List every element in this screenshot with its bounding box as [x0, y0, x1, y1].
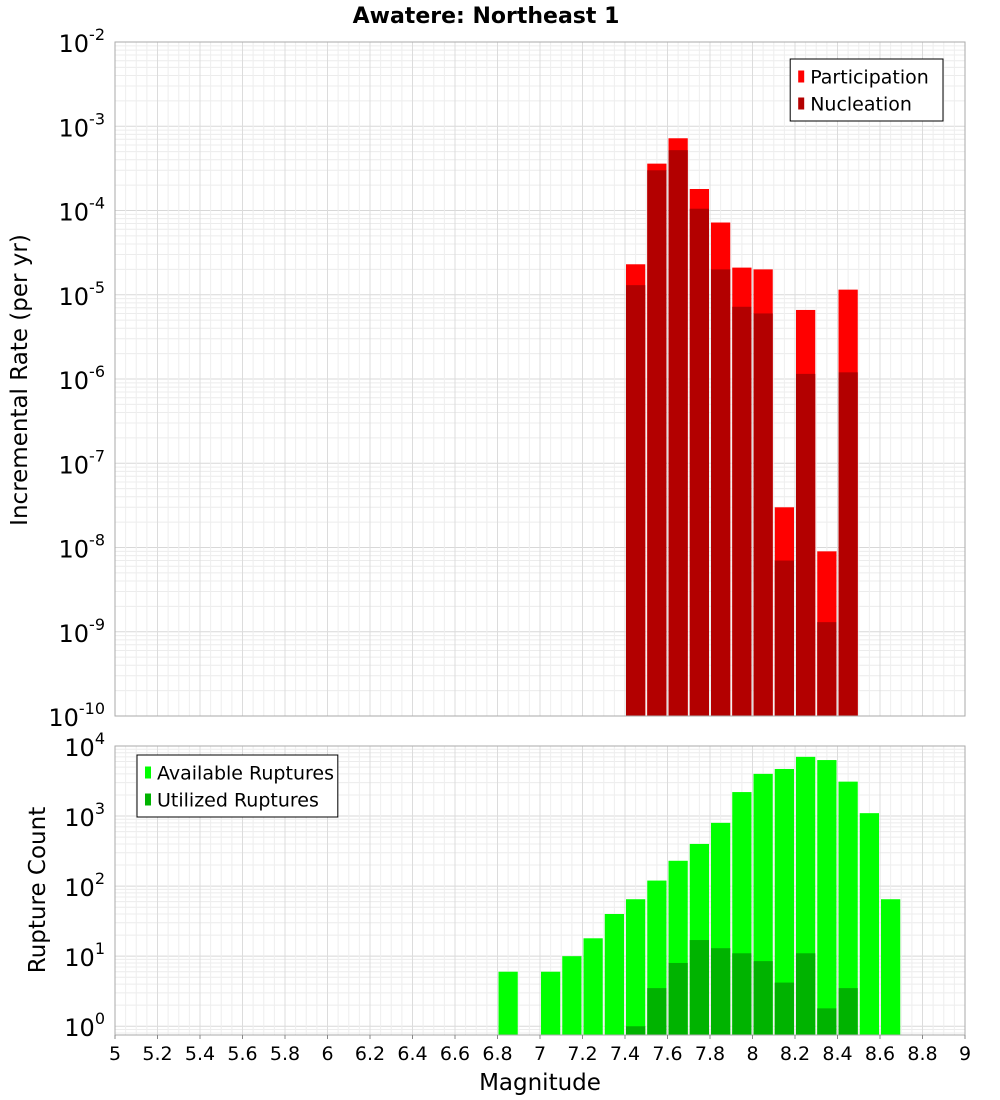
count-bar-utilized-ruptures: [774, 982, 794, 1035]
rate-plot-frame: [114, 41, 966, 717]
x-tick-label: 8.6: [865, 1043, 895, 1065]
rate-bar-nucleation: [796, 373, 816, 716]
x-tick-label: 5.8: [270, 1043, 300, 1065]
x-tick-label: 6: [321, 1043, 333, 1065]
rate-y-tick-label: 10-2: [59, 25, 106, 58]
count-bar-utilized-ruptures: [796, 953, 816, 1035]
x-tick-label: 8: [746, 1043, 758, 1065]
rate-bar-nucleation: [774, 560, 794, 716]
x-tick-label: 5: [109, 1043, 121, 1065]
count-bar-available-ruptures: [498, 971, 518, 1035]
count-bar-available-ruptures: [562, 956, 582, 1035]
rate-y-tick-label: 10-6: [59, 362, 106, 395]
rate-bar-nucleation: [838, 372, 858, 716]
count-bar-utilized-ruptures: [626, 1026, 646, 1035]
plot-layer: 10-10 10-9 10-8 10-7 10-6 10-5 10-4 10-3 10-2 Par…: [48, 25, 971, 1065]
count-bar-available-ruptures: [881, 899, 901, 1035]
x-tick-label: 5.4: [185, 1043, 215, 1065]
rate-y-tick-label: 10-8: [59, 531, 106, 564]
rate-y-tick-label: 10-10: [48, 699, 105, 732]
rate-y-tick-label: 10-7: [59, 446, 106, 479]
rate-legend-swatch: [798, 70, 805, 83]
count-legend-swatch: [145, 766, 151, 779]
bottom-y-axis-label: Rupture Count: [25, 807, 51, 973]
rate-y-tick-label: 10-5: [59, 278, 106, 311]
count-bar-available-ruptures: [583, 938, 603, 1035]
rate-bar-nucleation: [817, 622, 837, 716]
x-tick-label: 6.2: [355, 1043, 385, 1065]
rate-legend: Participation Nucleation: [789, 58, 944, 122]
count-legend-label: Available Ruptures: [157, 763, 334, 785]
rate-legend-label: Nucleation: [810, 94, 912, 116]
count-legend-swatch: [145, 793, 151, 806]
x-tick-label: 5.2: [142, 1043, 172, 1065]
count-y-tick-label: 102: [64, 869, 105, 902]
count-y-tick-label: 100: [64, 1009, 105, 1042]
rate-y-tick-label: 10-4: [59, 194, 106, 227]
count-bar-available-ruptures: [838, 781, 858, 1035]
rate-bar-nucleation: [626, 285, 646, 716]
rate-bar-nucleation: [647, 170, 667, 716]
count-bar-utilized-ruptures: [668, 962, 688, 1035]
count-bar-utilized-ruptures: [817, 1008, 837, 1035]
chart-title: Awatere: Northeast 1: [353, 4, 620, 29]
x-tick-label: 7.4: [610, 1043, 640, 1065]
rate-y-tick-label: 10-9: [59, 615, 106, 648]
count-bar-utilized-ruptures: [647, 988, 667, 1035]
count-bar-utilized-ruptures: [732, 953, 752, 1035]
x-tick-label: 7.6: [652, 1043, 682, 1065]
rate-legend-label: Participation: [810, 67, 929, 89]
x-tick-label: 8.4: [822, 1043, 852, 1065]
x-tick-label: 5.6: [227, 1043, 257, 1065]
rate-bar-nucleation: [753, 313, 773, 716]
x-tick-label: 8.8: [907, 1043, 937, 1065]
count-legend-box: [136, 754, 339, 818]
count-bar-utilized-ruptures: [753, 961, 773, 1035]
rate-bar-nucleation: [689, 208, 709, 717]
rate-legend-box: [789, 58, 944, 122]
count-bar-utilized-ruptures: [689, 940, 709, 1035]
x-tick-label: 7: [534, 1043, 546, 1065]
x-tick-label: 7.2: [567, 1043, 597, 1065]
count-bar-utilized-ruptures: [711, 948, 731, 1035]
rate-bar-nucleation: [711, 269, 731, 716]
count-bar-available-ruptures: [859, 813, 879, 1035]
x-tick-label: 6.6: [440, 1043, 470, 1065]
count-bar-utilized-ruptures: [838, 988, 858, 1035]
x-tick-label: 6.8: [482, 1043, 512, 1065]
count-legend-label: Utilized Ruptures: [157, 790, 319, 812]
count-y-tick-label: 101: [64, 939, 105, 972]
top-y-axis-label: Incremental Rate (per yr): [7, 234, 33, 526]
count-bar-available-ruptures: [541, 971, 561, 1035]
rate-bar-nucleation: [732, 306, 752, 716]
count-bar-available-ruptures: [817, 760, 837, 1035]
rate-legend-swatch: [798, 97, 805, 110]
count-bar-available-ruptures: [604, 914, 624, 1035]
x-tick-label: 7.8: [695, 1043, 725, 1065]
count-legend: Available Ruptures Utilized Ruptures: [136, 754, 339, 818]
x-tick-label: 6.4: [397, 1043, 427, 1065]
x-tick-label: 9: [959, 1043, 971, 1065]
x-tick-label: 8.2: [780, 1043, 810, 1065]
count-y-tick-label: 104: [64, 729, 105, 762]
rate-bar-nucleation: [668, 150, 688, 717]
count-bar-available-ruptures: [626, 899, 646, 1035]
count-bar-available-ruptures: [774, 768, 794, 1035]
count-y-tick-label: 103: [64, 799, 105, 832]
x-axis-label: Magnitude: [479, 1070, 601, 1096]
rate-y-tick-label: 10-3: [59, 109, 106, 142]
